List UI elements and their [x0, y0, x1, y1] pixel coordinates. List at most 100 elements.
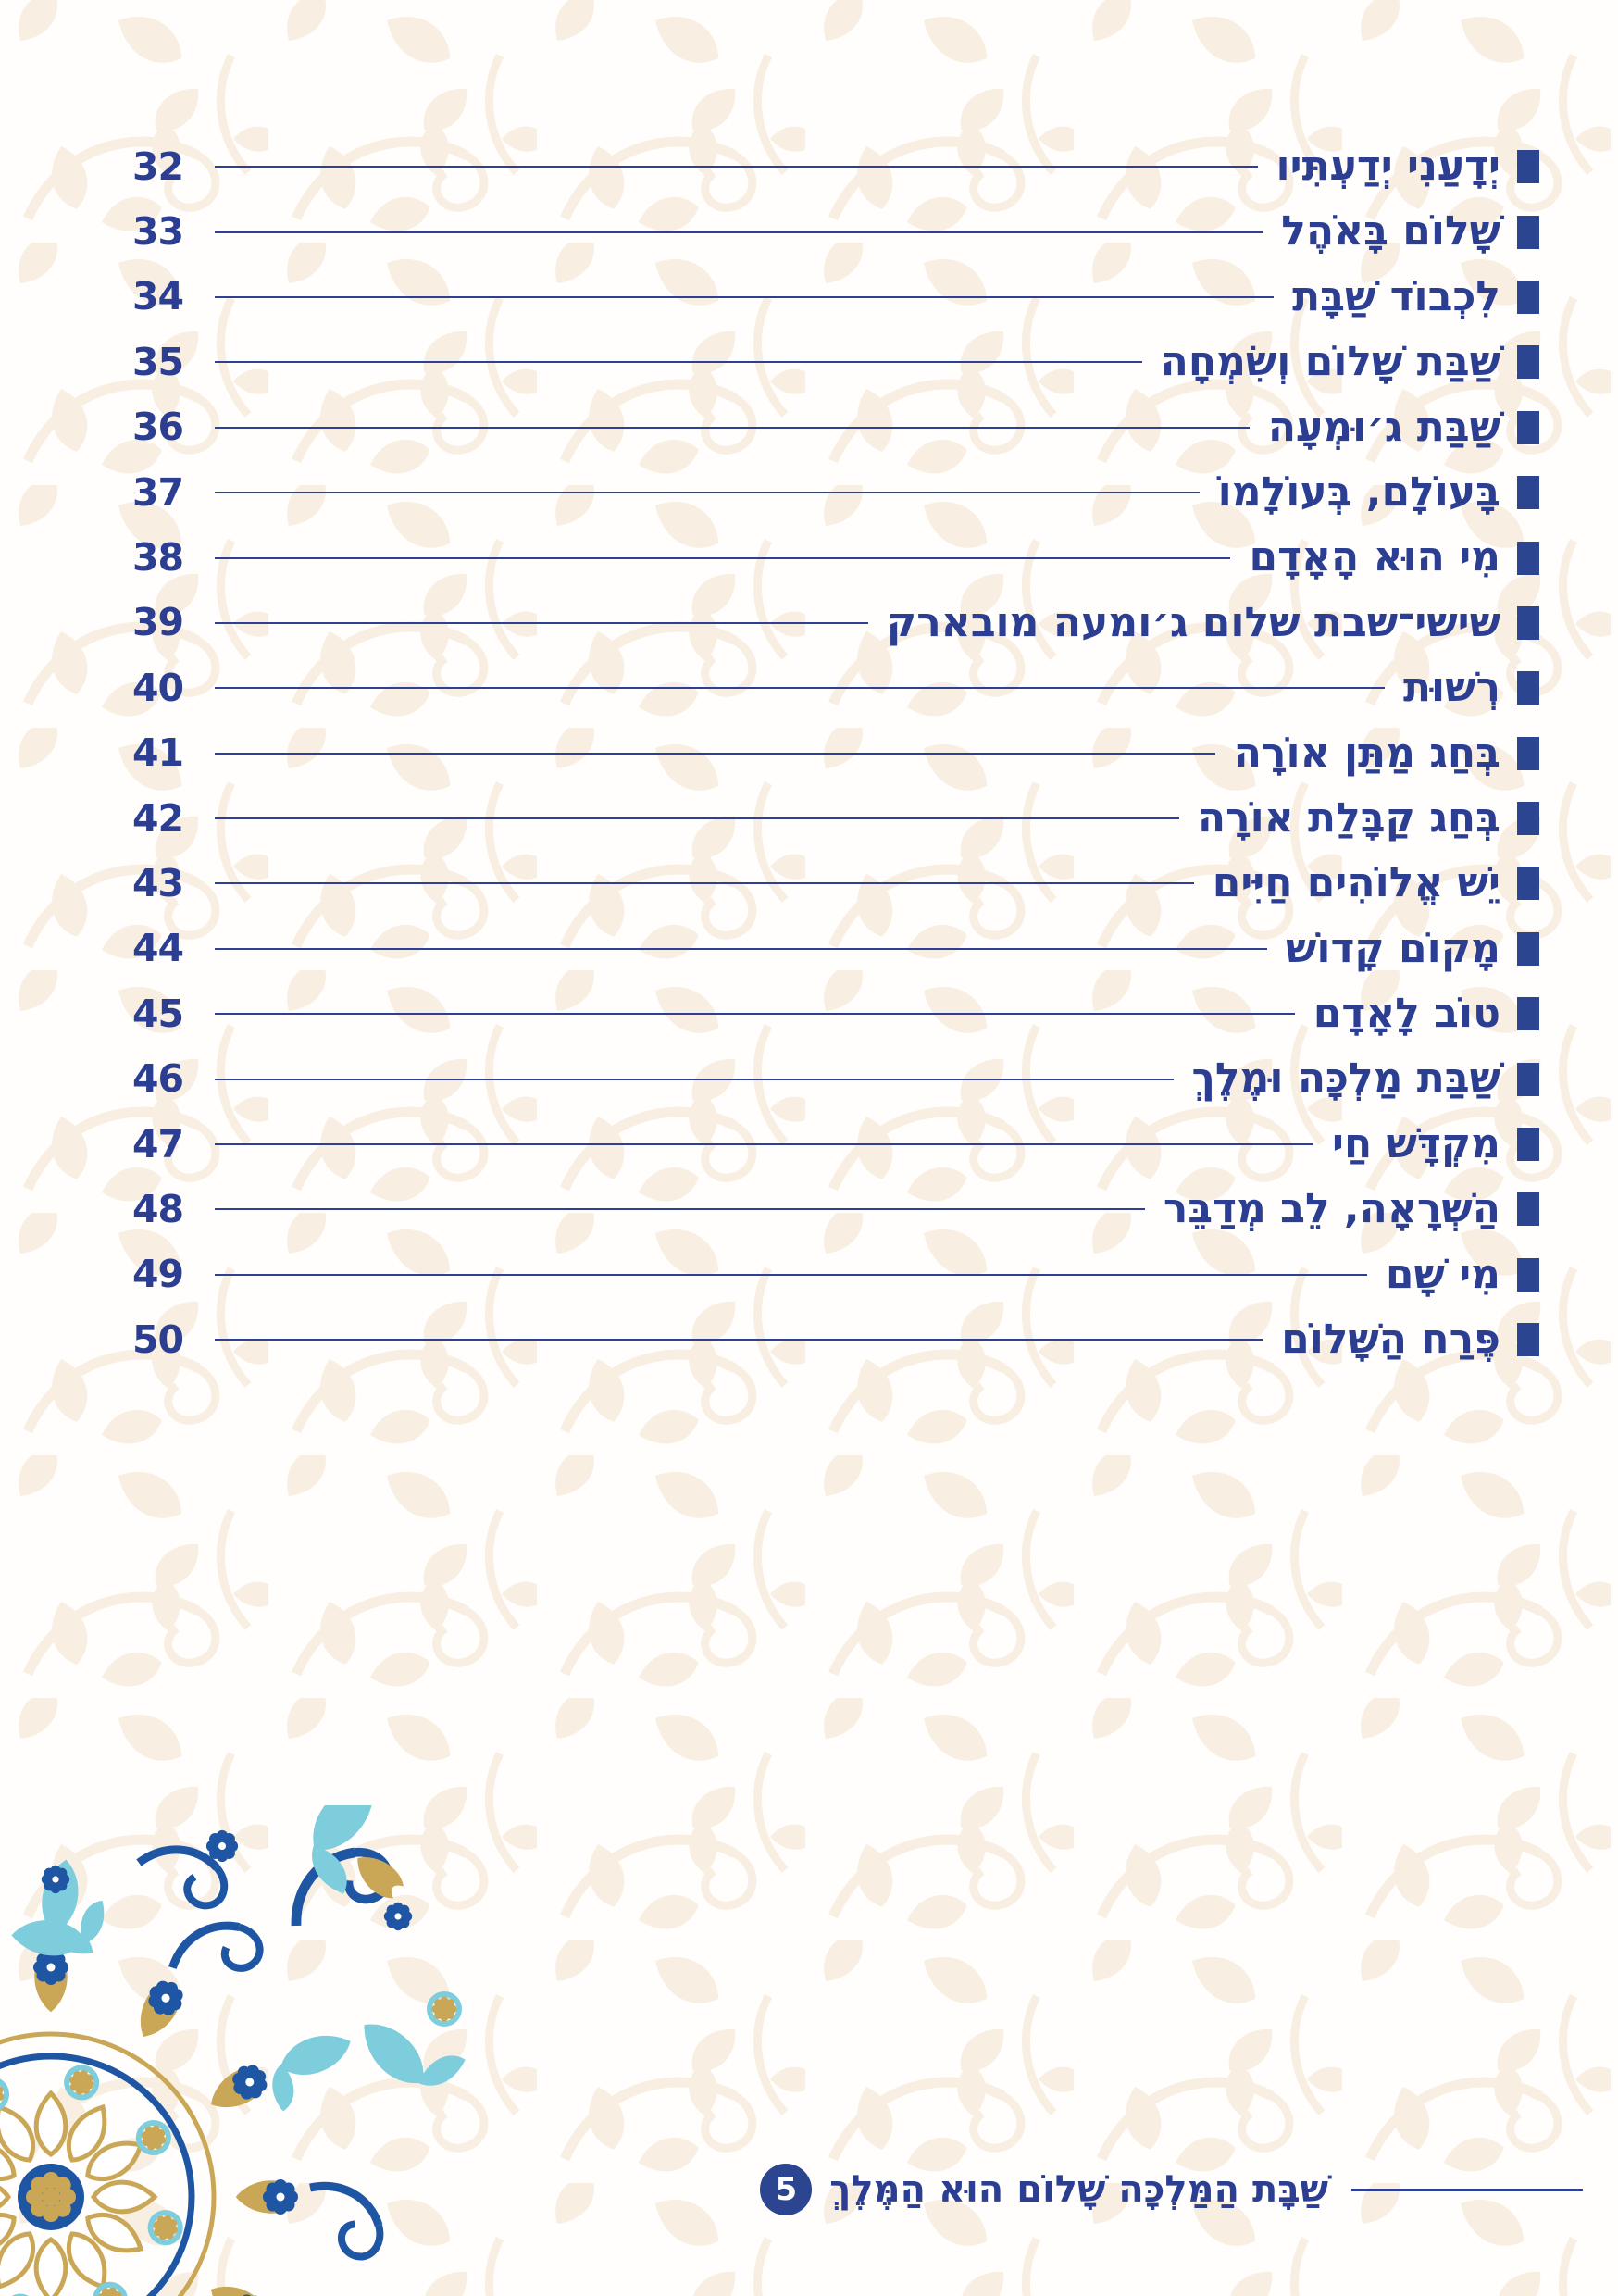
toc-row: 49 מִי שָׁם [0, 1242, 1618, 1307]
square-bullet-icon [1517, 1192, 1539, 1227]
toc-entry-title[interactable]: הַשְׁרָאָה, לֵב מְדַבֵּר [1163, 1185, 1500, 1233]
leader-line [215, 882, 1194, 885]
toc-entry-title[interactable]: יְדָעַנִי יְדַעְתִּיו [1276, 143, 1500, 190]
toc-page-number: 42 [131, 795, 184, 841]
toc-row: 32 יְדָעַנִי יְדַעְתִּיו [0, 134, 1618, 199]
toc-page-number: 47 [131, 1121, 184, 1167]
leader-line [215, 1339, 1263, 1341]
footer-rule [1351, 2188, 1583, 2191]
square-bullet-icon [1517, 215, 1539, 249]
toc-page-number: 32 [131, 144, 184, 189]
toc-entry-title[interactable]: מָקוֹם קָדוֹשׁ [1285, 924, 1500, 972]
toc-row: 35 שַׁבַּת שָׁלוֹם וְשִׂמְחָה [0, 330, 1618, 394]
toc-page-number: 39 [131, 600, 184, 645]
toc-page-number: 45 [131, 991, 184, 1036]
toc-entry-title[interactable]: שַׁבַּת ג׳וּמְעָה [1267, 403, 1500, 451]
square-bullet-icon [1517, 605, 1539, 640]
toc-row: 43 יֵשׁ אֱלוֹהִים חַיִּים [0, 851, 1618, 916]
square-bullet-icon [1517, 1062, 1539, 1096]
leader-line [215, 492, 1200, 494]
toc-page-number: 46 [131, 1056, 184, 1102]
leader-line [215, 1013, 1295, 1016]
leader-line [215, 556, 1231, 559]
square-bullet-icon [1517, 736, 1539, 770]
toc-entry-title[interactable]: בְּחַג מַתַּן אוֹרָה [1233, 729, 1500, 777]
toc-entry-title[interactable]: שַׁבַּת מַלְכָּה וּמֶלֶךְ [1191, 1054, 1500, 1103]
square-bullet-icon [1517, 867, 1539, 901]
toc-page-number: 43 [131, 860, 184, 905]
leader-line [215, 426, 1250, 429]
toc-page-number: 37 [131, 469, 184, 515]
square-bullet-icon [1517, 1128, 1539, 1162]
toc-row: 44 מָקוֹם קָדוֹשׁ [0, 917, 1618, 981]
toc-entry-title[interactable]: שישי־שבת שלום ג׳ומעה מובארק [886, 598, 1500, 646]
mandala-ornament [0, 1805, 469, 2296]
leader-line [215, 1078, 1174, 1080]
square-bullet-icon [1517, 802, 1539, 836]
toc-page-number: 49 [131, 1252, 184, 1297]
leader-line [215, 231, 1263, 233]
toc-page-number: 41 [131, 730, 184, 776]
square-bullet-icon [1517, 345, 1539, 380]
square-bullet-icon [1517, 150, 1539, 184]
toc-row: 45 טוֹב לָאָדָם [0, 981, 1618, 1046]
toc-row: 39 שישי־שבת שלום ג׳ומעה מובארק [0, 591, 1618, 655]
toc-row: 34 לִכְבוֹד שַׁבָּת [0, 265, 1618, 330]
toc-row: 40 רְשׁוּת [0, 655, 1618, 720]
toc-page-number: 48 [131, 1186, 184, 1231]
square-bullet-icon [1517, 671, 1539, 705]
toc-entry-title[interactable]: שַׁבַּת שָׁלוֹם וְשִׂמְחָה [1160, 338, 1500, 386]
toc-row: 50 פֶּרַח הַשָּׁלוֹם [0, 1307, 1618, 1372]
toc-entry-title[interactable]: יֵשׁ אֱלוֹהִים חַיִּים [1212, 859, 1500, 907]
square-bullet-icon [1517, 1257, 1539, 1292]
toc-page-number: 44 [131, 926, 184, 971]
toc-entry-title[interactable]: מִי שָׁם [1385, 1250, 1500, 1298]
leader-line [215, 947, 1267, 950]
square-bullet-icon [1517, 280, 1539, 314]
square-bullet-icon [1517, 476, 1539, 510]
leader-line [215, 621, 868, 624]
footer-title: שַׁבָּת הַמַּלְכָּה שָׁלוֹם הוּא הַמֶּלֶ… [829, 2168, 1328, 2211]
toc-entry-title[interactable]: רְשׁוּת [1402, 664, 1500, 712]
toc-row: 41 בְּחַג מַתַּן אוֹרָה [0, 721, 1618, 786]
leader-line [215, 1143, 1314, 1146]
toc-entry-title[interactable]: מִי הוּא הָאָדָם [1249, 533, 1500, 581]
toc-page-number: 33 [131, 209, 184, 255]
toc-page-number: 34 [131, 274, 184, 319]
toc-page-number: 36 [131, 405, 184, 450]
square-bullet-icon [1517, 997, 1539, 1031]
leader-line [215, 295, 1275, 298]
leader-line [215, 752, 1215, 755]
leader-line [215, 817, 1179, 820]
toc-entry-title[interactable]: בְּחַג קַבָּלַת אוֹרָה [1197, 793, 1500, 842]
toc-entry-title[interactable]: שָׁלוֹם בָּאֹהֶל [1281, 207, 1500, 256]
toc-row: 48 הַשְׁרָאָה, לֵב מְדַבֵּר [0, 1177, 1618, 1242]
toc-row: 37 בָּעוֹלָם, בְּעוֹלָמוֹ [0, 460, 1618, 525]
toc-row: 42 בְּחַג קַבָּלַת אוֹרָה [0, 786, 1618, 851]
toc-row: 46 שַׁבַּת מַלְכָּה וּמֶלֶךְ [0, 1046, 1618, 1111]
toc-page-number: 40 [131, 665, 184, 710]
toc-entry-title[interactable]: בָּעוֹלָם, בְּעוֹלָמוֹ [1217, 468, 1500, 516]
square-bullet-icon [1517, 1323, 1539, 1357]
toc-page-number: 50 [131, 1316, 184, 1362]
toc-entry-title[interactable]: טוֹב לָאָדָם [1313, 990, 1500, 1038]
page-footer: 5 שַׁבָּת הַמַּלְכָּה שָׁלוֹם הוּא הַמֶּ… [760, 2164, 1583, 2215]
page-number-badge: 5 [760, 2164, 813, 2215]
toc-page-number: 38 [131, 535, 184, 580]
toc-page-number: 35 [131, 339, 184, 384]
leader-line [215, 687, 1385, 690]
toc-entry-title[interactable]: מִקְדָּשׁ חַי [1332, 1119, 1500, 1167]
table-of-contents: 32 יְדָעַנִי יְדַעְתִּיו 33 שָׁלוֹם בָּא… [0, 134, 1618, 1372]
leader-line [215, 1208, 1145, 1211]
square-bullet-icon [1517, 541, 1539, 575]
leader-line [215, 1273, 1367, 1276]
toc-row: 47 מִקְדָּשׁ חַי [0, 1112, 1618, 1177]
toc-entry-title[interactable]: לִכְבוֹד שַׁבָּת [1292, 272, 1500, 320]
toc-entry-title[interactable]: פֶּרַח הַשָּׁלוֹם [1281, 1316, 1500, 1364]
toc-row: 33 שָׁלוֹם בָּאֹהֶל [0, 199, 1618, 264]
leader-line [215, 361, 1142, 364]
toc-row: 38 מִי הוּא הָאָדָם [0, 525, 1618, 590]
toc-row: 36 שַׁבַּת ג׳וּמְעָה [0, 395, 1618, 460]
